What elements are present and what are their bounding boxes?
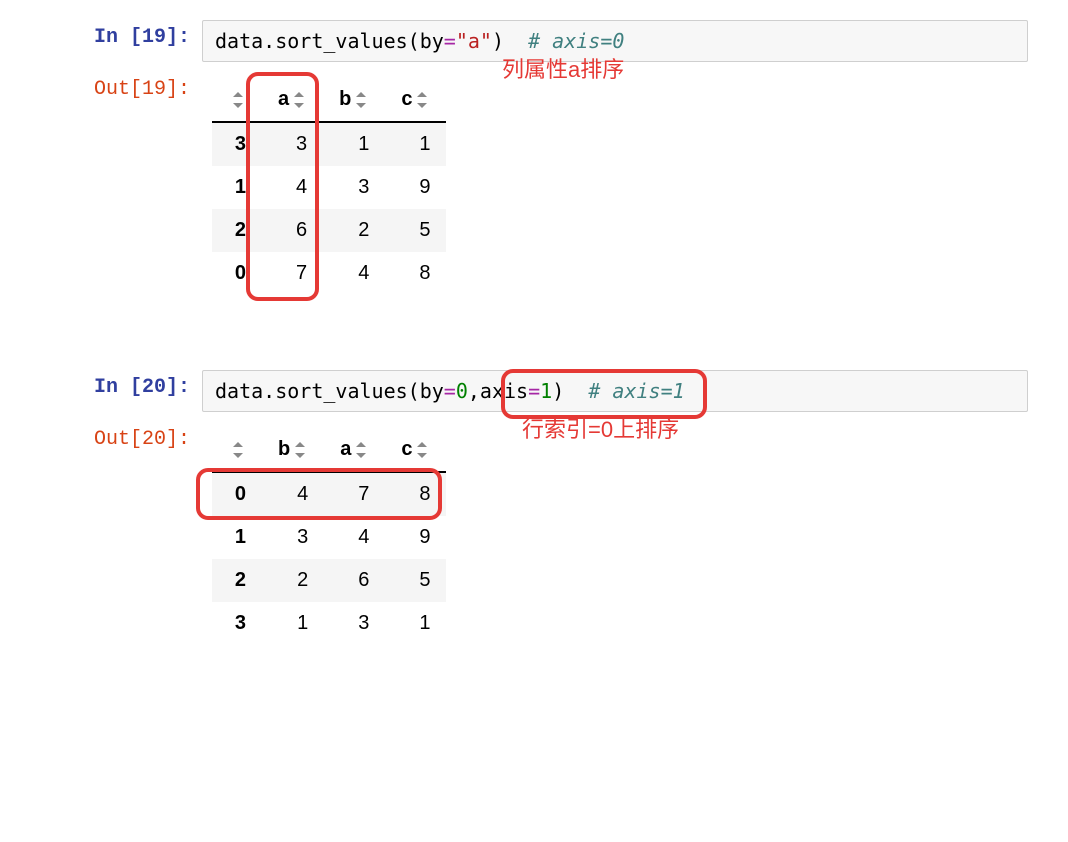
sort-icon[interactable] <box>293 92 305 108</box>
in-prompt: In [20]: <box>40 370 202 412</box>
column-header[interactable]: c <box>385 78 446 122</box>
table-row: 1349 <box>212 516 446 559</box>
out-prompt: Out[20]: <box>40 422 202 650</box>
cell-value: 9 <box>385 166 446 209</box>
cell-value: 4 <box>323 252 385 295</box>
cell-value: 5 <box>385 559 446 602</box>
output-area: 列属性a排序 abc3311143926250748 <box>202 72 1028 300</box>
sort-icon[interactable] <box>232 442 244 458</box>
output-cell-20: Out[20]: 行索引=0上排序 bac0478134922653131 <box>40 422 1028 650</box>
cell-value: 3 <box>262 516 324 559</box>
row-index: 3 <box>212 602 262 645</box>
code-text: data.sort_values(by=0,axis=1) # axis=1 <box>215 379 1015 403</box>
table-row: 3131 <box>212 602 446 645</box>
annotation-text: 列属性a排序 <box>502 52 624 84</box>
cell-value: 1 <box>385 602 446 645</box>
column-header[interactable]: a <box>262 78 323 122</box>
column-header[interactable]: c <box>385 428 446 472</box>
cell-value: 8 <box>385 252 446 295</box>
cell-value: 9 <box>385 516 446 559</box>
cell-value: 4 <box>324 516 385 559</box>
row-index: 0 <box>212 472 262 516</box>
out-prompt: Out[19]: <box>40 72 202 300</box>
cell-value: 3 <box>262 122 323 166</box>
cell-value: 3 <box>324 602 385 645</box>
output-area: 行索引=0上排序 bac0478134922653131 <box>202 422 1028 650</box>
cell-value: 2 <box>323 209 385 252</box>
in-prompt: In [19]: <box>40 20 202 62</box>
table-row: 2625 <box>212 209 446 252</box>
sort-icon[interactable] <box>355 442 367 458</box>
cell-value: 4 <box>262 166 323 209</box>
row-index: 3 <box>212 122 262 166</box>
row-index: 1 <box>212 166 262 209</box>
input-cell-20: In [20]: data.sort_values(by=0,axis=1) #… <box>40 370 1028 412</box>
table-row: 0748 <box>212 252 446 295</box>
cell-value: 1 <box>385 122 446 166</box>
row-index: 2 <box>212 209 262 252</box>
dataframe-table: abc3311143926250748 <box>212 78 446 295</box>
annotation-text: 行索引=0上排序 <box>522 412 679 444</box>
sort-icon[interactable] <box>294 442 306 458</box>
column-header[interactable]: b <box>323 78 385 122</box>
cell-value: 7 <box>262 252 323 295</box>
cell-value: 1 <box>323 122 385 166</box>
cell-value: 1 <box>262 602 324 645</box>
row-index: 0 <box>212 252 262 295</box>
sort-icon[interactable] <box>416 92 428 108</box>
cell-value: 6 <box>262 209 323 252</box>
cell-value: 2 <box>262 559 324 602</box>
row-index: 2 <box>212 559 262 602</box>
cell-value: 3 <box>323 166 385 209</box>
table-row: 2265 <box>212 559 446 602</box>
table-row: 1439 <box>212 166 446 209</box>
cell-value: 6 <box>324 559 385 602</box>
cell-value: 8 <box>385 472 446 516</box>
table-row: 0478 <box>212 472 446 516</box>
code-text: data.sort_values(by="a") # axis=0 <box>215 29 1015 53</box>
dataframe-table: bac0478134922653131 <box>212 428 446 645</box>
sort-icon[interactable] <box>416 442 428 458</box>
column-header[interactable]: b <box>262 428 324 472</box>
sort-icon[interactable] <box>232 92 244 108</box>
table-row: 3311 <box>212 122 446 166</box>
code-input[interactable]: data.sort_values(by=0,axis=1) # axis=1 <box>202 370 1028 412</box>
sort-icon[interactable] <box>355 92 367 108</box>
row-index: 1 <box>212 516 262 559</box>
column-header[interactable]: a <box>324 428 385 472</box>
cell-value: 5 <box>385 209 446 252</box>
cell-value: 7 <box>324 472 385 516</box>
cell-value: 4 <box>262 472 324 516</box>
output-cell-19: Out[19]: 列属性a排序 abc3311143926250748 <box>40 72 1028 300</box>
